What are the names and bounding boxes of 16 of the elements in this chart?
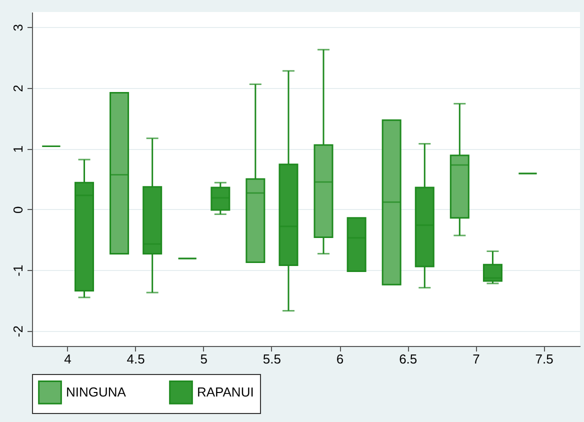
x-tick-label: 6.5 xyxy=(399,352,418,366)
x-tick-label: 6 xyxy=(336,352,344,366)
x-tick-label: 5.5 xyxy=(262,352,281,366)
x-tick-label: 5 xyxy=(200,352,208,366)
y-tick-label: 0 xyxy=(10,206,26,214)
x-tick-label: 7.5 xyxy=(535,352,554,366)
legend-label: NINGUNA xyxy=(66,384,126,400)
x-tick-label: 4 xyxy=(64,352,72,366)
y-tick-label: 1 xyxy=(10,146,26,153)
x-tick-label: 4.5 xyxy=(126,352,145,366)
y-tick-label: -2 xyxy=(10,326,26,338)
y-tick-label: -1 xyxy=(10,264,26,276)
y-tick-label: 3 xyxy=(10,24,26,32)
x-tick-label: 7 xyxy=(472,352,480,366)
y-tick-label: 2 xyxy=(10,84,26,92)
legend-label: RAPANUI xyxy=(197,384,254,400)
